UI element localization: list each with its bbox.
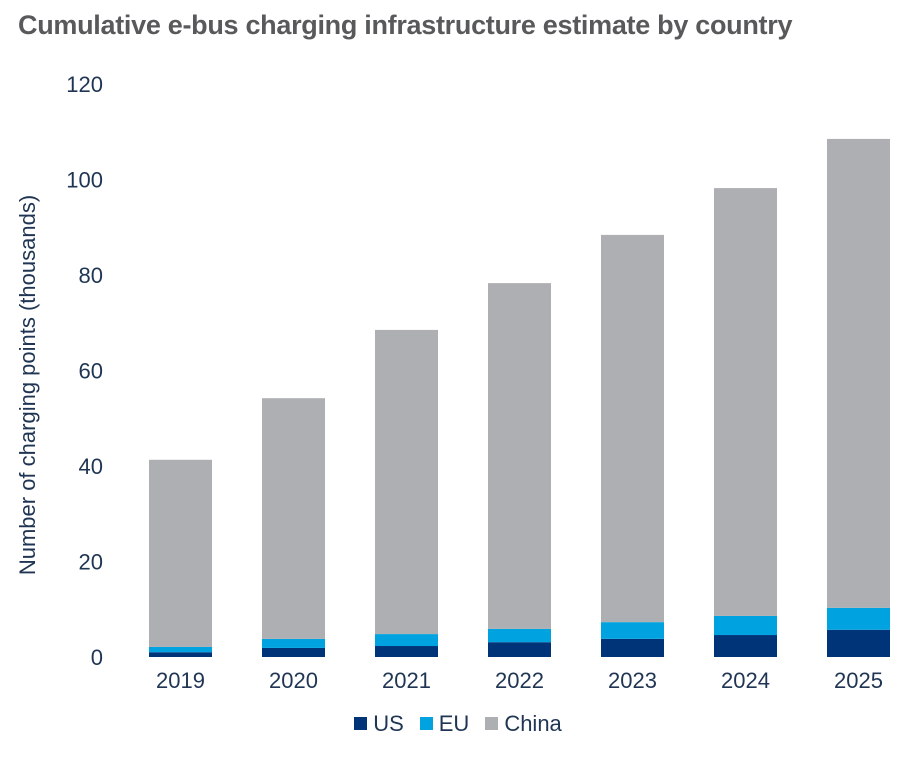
y-tick-label: 0 [91,645,103,670]
bar-us-2023 [601,638,664,657]
legend-swatch [485,717,499,730]
y-tick-label: 60 [79,359,103,384]
bar-us-2024 [714,635,777,657]
bar-eu-2021 [375,634,438,647]
x-tick-label: 2024 [721,668,770,693]
legend-item-eu: EU [419,710,470,737]
bar-china-2021 [375,329,438,635]
chart-title: Cumulative e-bus charging infrastructure… [18,10,793,40]
bar-china-2025 [827,138,890,608]
chart-plot: 0 20 40 60 80 100 120 Number of charging point… [15,72,890,693]
bar-eu-2022 [488,628,551,643]
legend-label: China [504,710,562,736]
x-tick-label: 2025 [834,668,883,693]
y-tick-label: 40 [79,454,103,479]
legend-label: EU [438,710,470,736]
bar-eu-2020 [262,638,325,648]
y-axis-ticks: 0 20 40 60 80 100 120 [66,72,103,670]
x-tick-label: 2021 [382,668,431,693]
bar-eu-2025 [827,607,890,630]
y-tick-label: 120 [66,72,103,97]
legend: US EU China [0,710,916,737]
bar-china-2022 [488,283,551,629]
bar-china-2019 [149,459,212,647]
bar-us-2022 [488,642,551,657]
y-tick-label: 100 [66,168,103,193]
bar-china-2020 [262,398,325,639]
bar-us-2019 [149,652,212,657]
legend-item-us: US [354,711,404,737]
x-tick-label: 2019 [156,668,205,693]
legend-swatch [354,717,368,730]
x-tick-label: 2022 [495,668,544,693]
bar-eu-2023 [601,622,664,639]
bars [149,138,890,657]
x-tick-label: 2020 [269,668,318,693]
x-tick-label: 2023 [608,668,657,693]
bar-us-2021 [375,646,438,657]
bar-china-2024 [714,188,777,616]
bar-china-2023 [601,234,664,623]
bar-us-2020 [262,647,325,657]
legend-swatch [419,717,433,730]
bar-us-2025 [827,629,890,657]
bar-eu-2024 [714,615,777,636]
y-tick-label: 20 [79,550,103,575]
legend-item-china: China [485,710,562,737]
x-axis-ticks: 2019 2020 2021 2022 2023 2024 2025 [156,668,883,693]
y-axis-label: Number of charging points (thousands) [15,195,40,575]
legend-label: US [373,710,404,736]
bar-eu-2019 [149,646,212,653]
y-tick-label: 80 [79,263,103,288]
